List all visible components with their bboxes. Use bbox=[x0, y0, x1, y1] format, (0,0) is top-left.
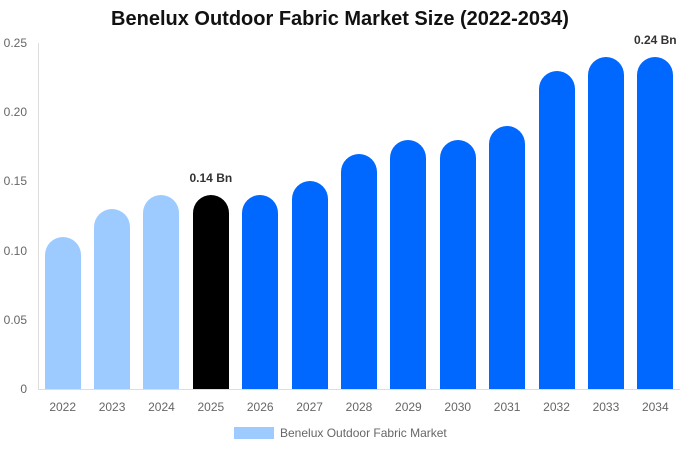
y-axis-line bbox=[38, 43, 39, 389]
bar-2032[interactable] bbox=[538, 70, 575, 389]
bar-2024[interactable] bbox=[143, 195, 180, 389]
bar-2030[interactable] bbox=[439, 139, 476, 389]
legend-swatch bbox=[234, 427, 274, 439]
y-tick-label: 0.20 bbox=[3, 105, 27, 120]
bar-2025[interactable] bbox=[192, 195, 229, 389]
y-tick-label: 0.05 bbox=[3, 312, 27, 327]
x-tick-label: 2026 bbox=[246, 400, 274, 414]
x-tick-label: 2022 bbox=[49, 400, 77, 414]
y-tick-label: 0 bbox=[20, 382, 27, 396]
x-tick-label: 2030 bbox=[444, 400, 472, 414]
bar-2027[interactable] bbox=[291, 181, 328, 389]
x-tick-label: 2034 bbox=[641, 400, 669, 414]
bar-2028[interactable] bbox=[341, 153, 377, 389]
x-tick-label: 2032 bbox=[543, 400, 570, 414]
y-tick-label: 0.25 bbox=[3, 36, 27, 50]
bar-2022[interactable] bbox=[44, 236, 81, 389]
x-tick-label: 2024 bbox=[148, 400, 175, 414]
bar-2026[interactable] bbox=[242, 195, 279, 389]
x-axis-line bbox=[38, 389, 680, 390]
y-tick-label: 0.15 bbox=[3, 174, 27, 189]
x-tick-label: 2029 bbox=[395, 400, 422, 414]
legend[interactable]: Benelux Outdoor Fabric Market bbox=[234, 426, 447, 440]
x-tick-label: 2025 bbox=[197, 400, 225, 414]
legend-label: Benelux Outdoor Fabric Market bbox=[280, 426, 447, 440]
x-tick-label: 2033 bbox=[592, 400, 620, 414]
bar-2023[interactable] bbox=[94, 209, 131, 389]
y-tick-label: 0.10 bbox=[3, 243, 27, 258]
bar-2029[interactable] bbox=[390, 139, 427, 389]
bar-2034[interactable] bbox=[637, 56, 674, 389]
chart-title: Benelux Outdoor Fabric Market Size (2022… bbox=[111, 8, 569, 30]
x-tick-label: 2031 bbox=[493, 400, 521, 414]
data-label-2025: 0.14 Bn bbox=[189, 171, 233, 186]
x-tick-label: 2028 bbox=[345, 400, 373, 414]
bar-2031[interactable] bbox=[489, 126, 526, 389]
x-tick-label: 2027 bbox=[296, 400, 323, 414]
x-tick-label: 2023 bbox=[98, 400, 126, 414]
bar-2033[interactable] bbox=[587, 56, 624, 389]
data-label-2034: 0.24 Bn bbox=[633, 32, 677, 47]
